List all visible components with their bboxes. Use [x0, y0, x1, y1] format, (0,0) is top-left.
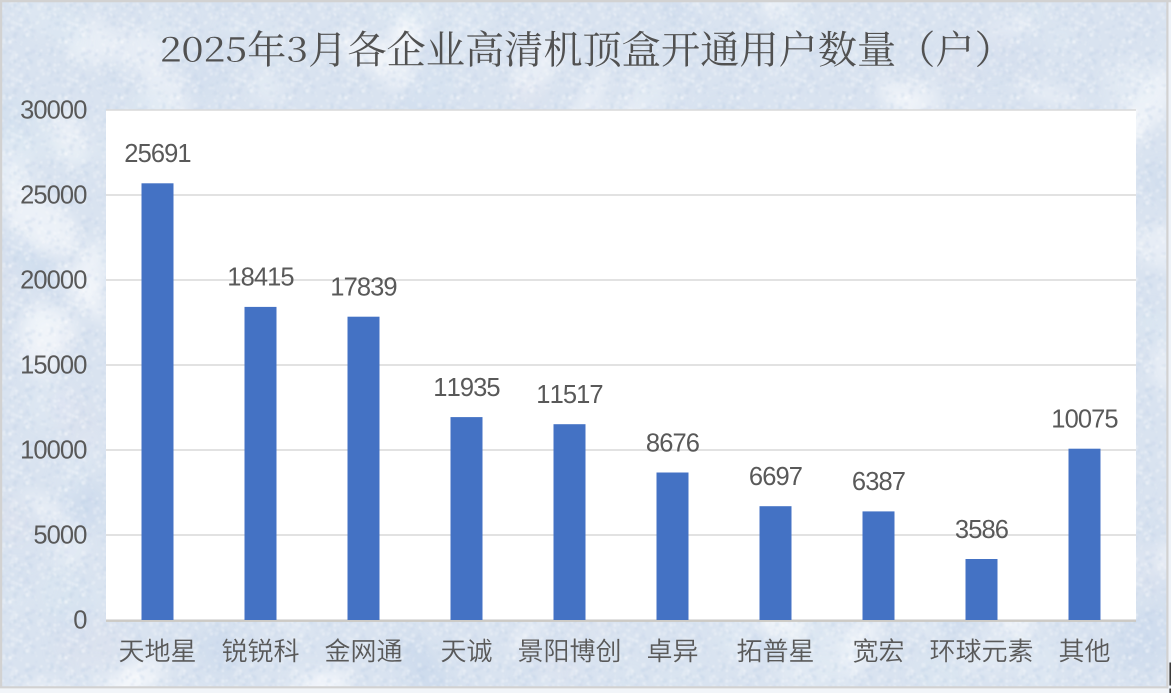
- svg-text:8676: 8676: [646, 429, 700, 457]
- svg-text:10075: 10075: [1051, 406, 1118, 434]
- svg-text:18415: 18415: [227, 264, 294, 292]
- svg-text:10000: 10000: [20, 437, 87, 465]
- svg-text:30000: 30000: [20, 97, 87, 125]
- svg-text:25691: 25691: [124, 140, 190, 168]
- svg-text:20000: 20000: [20, 267, 87, 295]
- svg-text:11935: 11935: [433, 374, 500, 402]
- svg-text:6697: 6697: [749, 463, 802, 491]
- svg-text:3586: 3586: [955, 516, 1009, 544]
- svg-text:25000: 25000: [20, 182, 87, 210]
- svg-text:6387: 6387: [852, 468, 905, 496]
- svg-text:17839: 17839: [330, 274, 396, 302]
- svg-text:0: 0: [73, 607, 87, 635]
- svg-text:15000: 15000: [20, 352, 87, 380]
- svg-text:5000: 5000: [33, 522, 87, 550]
- svg-text:11517: 11517: [536, 381, 602, 409]
